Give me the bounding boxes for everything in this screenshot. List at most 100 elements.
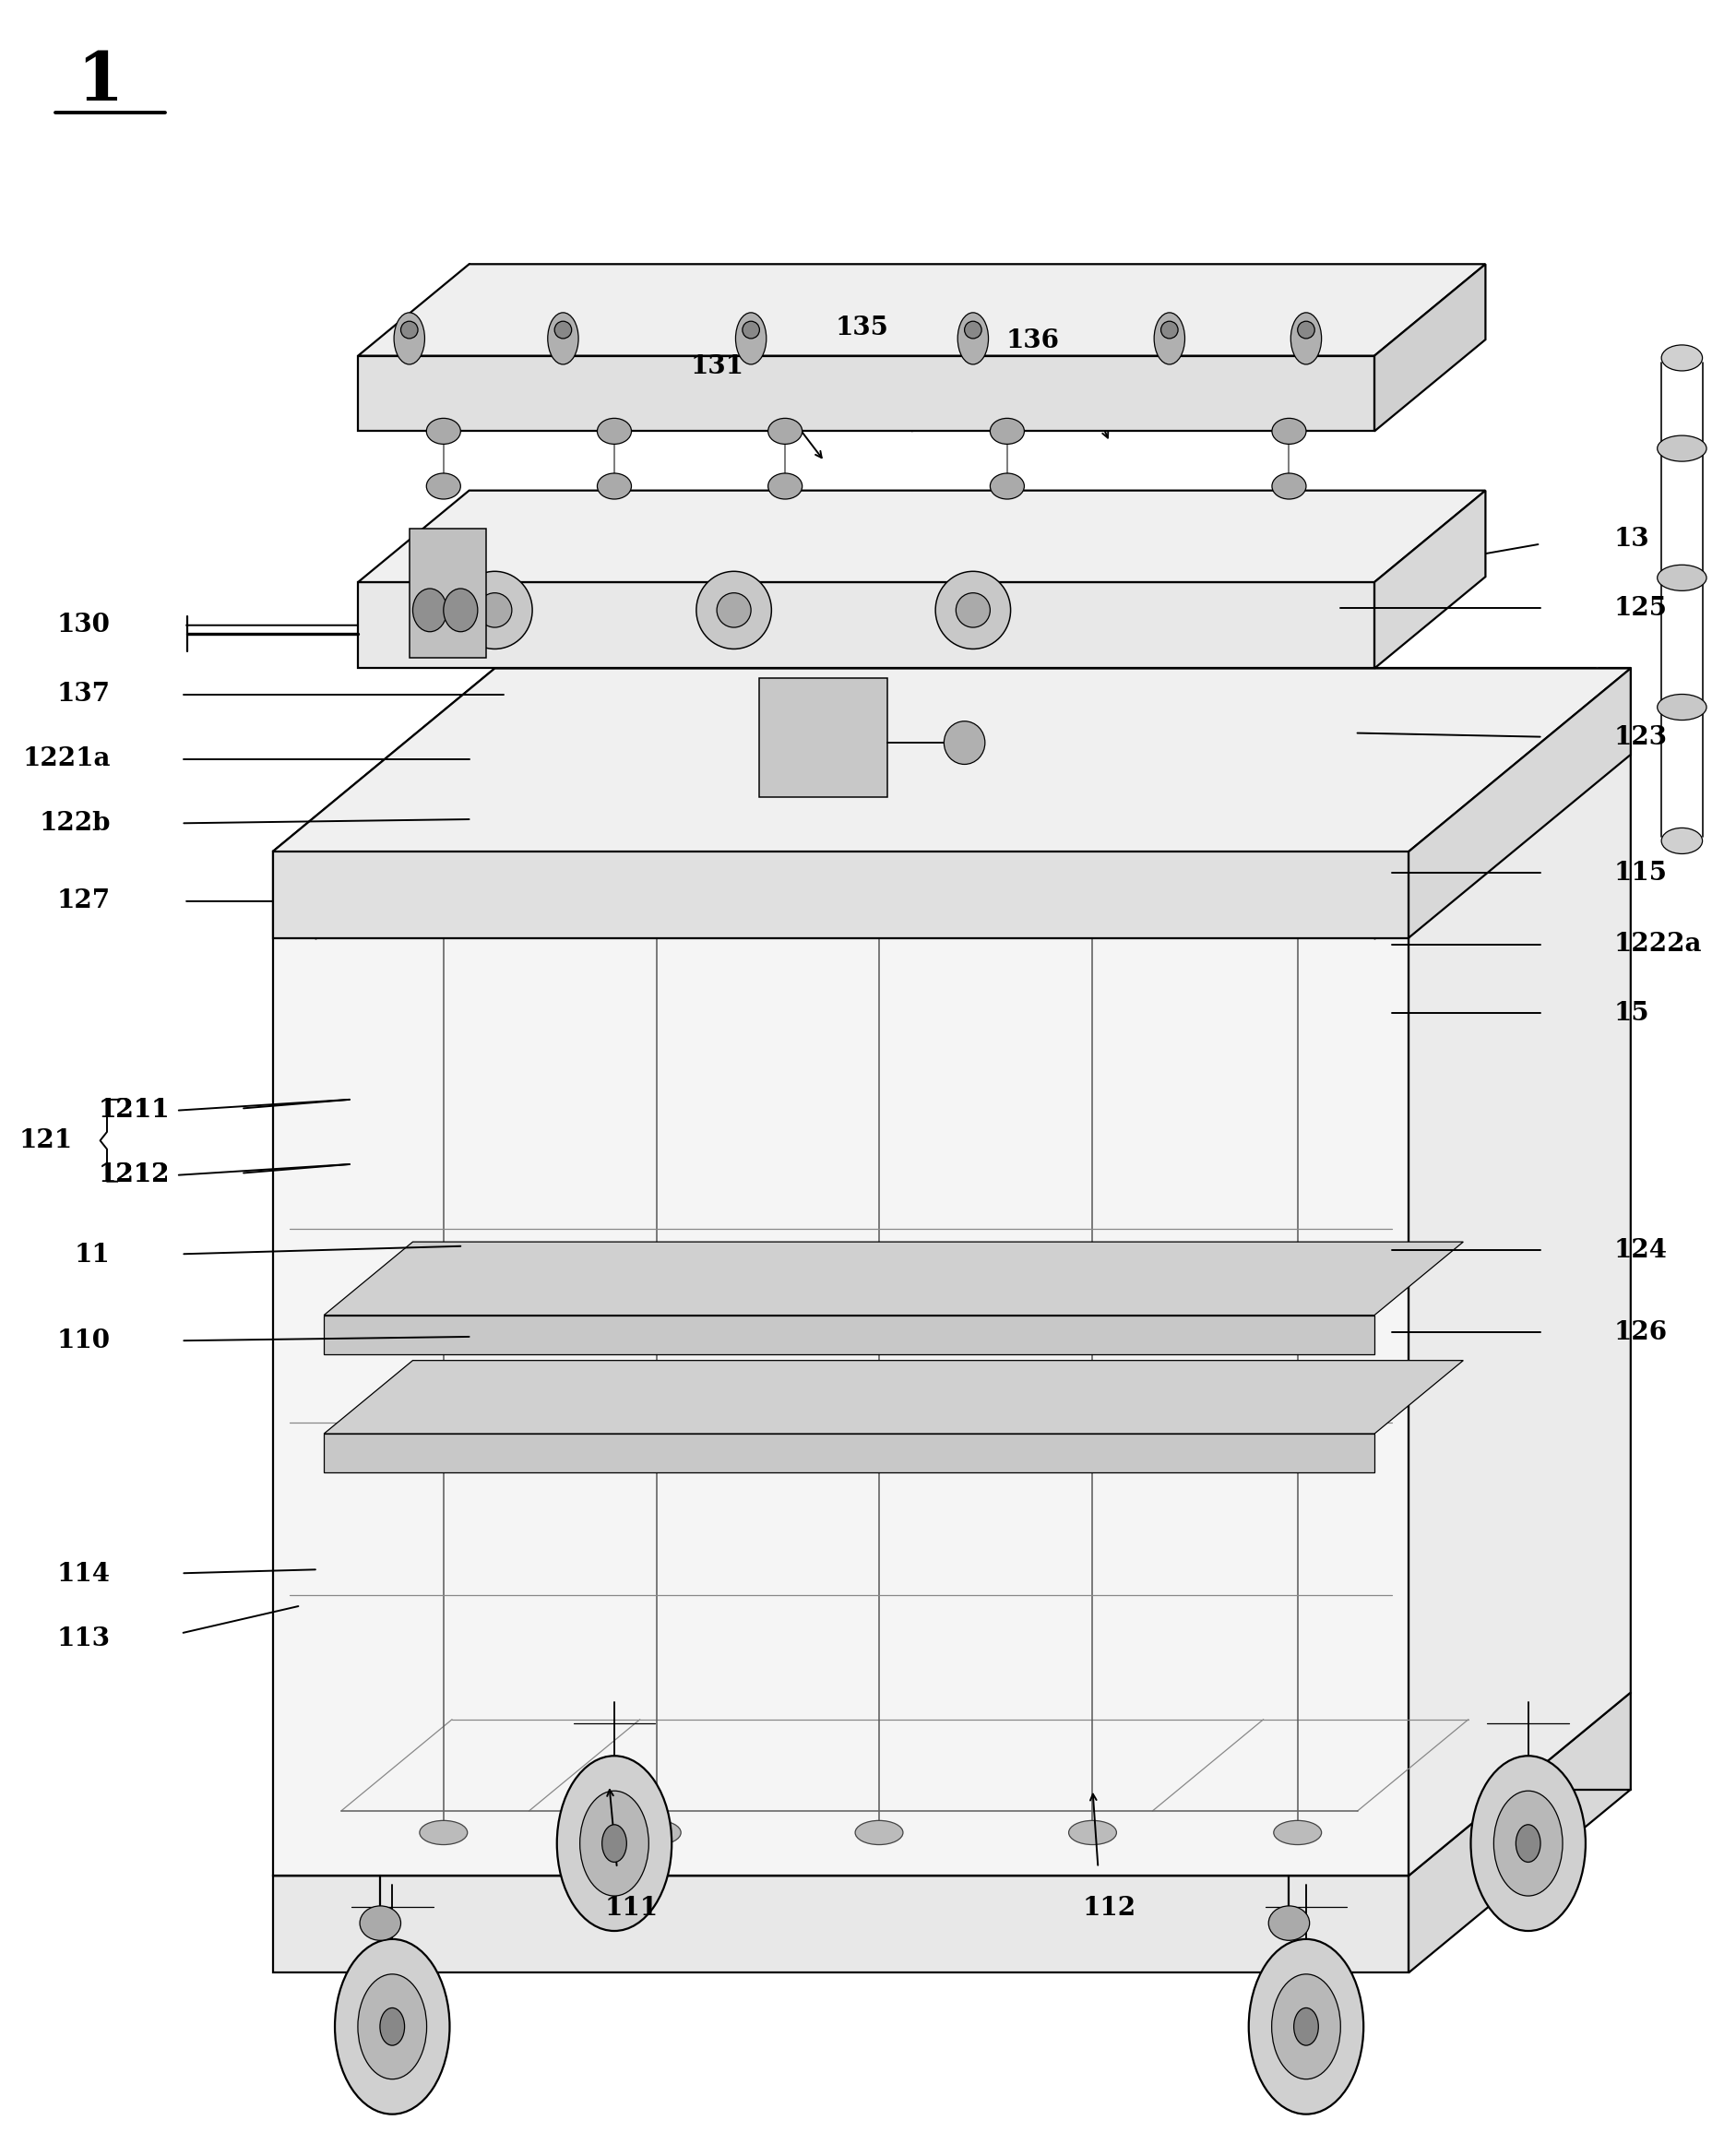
Ellipse shape [936, 571, 1010, 649]
Ellipse shape [419, 1820, 467, 1846]
Ellipse shape [1662, 828, 1702, 854]
Ellipse shape [957, 313, 988, 364]
Polygon shape [272, 668, 1631, 852]
Polygon shape [324, 1434, 1374, 1473]
Ellipse shape [597, 472, 631, 498]
Ellipse shape [633, 893, 681, 918]
Text: 112: 112 [1083, 1895, 1136, 1921]
Ellipse shape [1274, 893, 1322, 918]
Ellipse shape [1272, 472, 1307, 498]
Ellipse shape [579, 1792, 648, 1895]
Ellipse shape [419, 893, 467, 918]
Text: 111: 111 [605, 1895, 659, 1921]
Polygon shape [1409, 668, 1631, 938]
Ellipse shape [855, 893, 903, 918]
Text: 1211: 1211 [98, 1097, 171, 1123]
Ellipse shape [945, 722, 984, 765]
Ellipse shape [1657, 436, 1707, 461]
Text: 114: 114 [57, 1561, 110, 1587]
Ellipse shape [990, 472, 1024, 498]
Ellipse shape [555, 321, 572, 338]
Ellipse shape [855, 1820, 903, 1846]
Ellipse shape [1272, 1975, 1341, 2078]
Ellipse shape [964, 321, 981, 338]
Ellipse shape [602, 1824, 626, 1863]
Polygon shape [272, 1876, 1409, 1973]
Ellipse shape [412, 589, 447, 632]
Text: 135: 135 [836, 315, 888, 341]
Text: 15: 15 [1614, 1000, 1650, 1026]
Ellipse shape [426, 472, 460, 498]
Ellipse shape [696, 571, 771, 649]
Ellipse shape [743, 321, 760, 338]
Text: 1212: 1212 [98, 1162, 171, 1188]
Ellipse shape [1160, 321, 1177, 338]
Polygon shape [1374, 492, 1486, 668]
Ellipse shape [769, 472, 802, 498]
Text: 1: 1 [78, 50, 124, 114]
Polygon shape [1374, 265, 1486, 431]
Ellipse shape [1493, 1792, 1562, 1895]
Polygon shape [409, 528, 486, 658]
Ellipse shape [395, 313, 424, 364]
Polygon shape [359, 265, 1486, 356]
Ellipse shape [359, 1975, 428, 2078]
Ellipse shape [1662, 345, 1702, 371]
Polygon shape [760, 677, 888, 798]
Text: 1211: 1211 [98, 1097, 171, 1123]
Polygon shape [324, 1315, 1374, 1354]
Text: 115: 115 [1614, 860, 1667, 886]
Ellipse shape [736, 313, 767, 364]
Ellipse shape [990, 418, 1024, 444]
Text: 125: 125 [1614, 595, 1667, 621]
Ellipse shape [400, 321, 417, 338]
Text: 131: 131 [690, 354, 743, 379]
Polygon shape [272, 852, 1409, 938]
Ellipse shape [443, 589, 478, 632]
Polygon shape [272, 668, 1631, 852]
Text: 1221a: 1221a [22, 746, 110, 772]
Ellipse shape [633, 1820, 681, 1846]
Ellipse shape [769, 418, 802, 444]
Text: 136: 136 [1007, 328, 1060, 354]
Text: 113: 113 [57, 1626, 110, 1651]
Ellipse shape [1298, 321, 1315, 338]
Polygon shape [1409, 668, 1631, 1876]
Ellipse shape [1248, 1938, 1364, 2115]
Polygon shape [1409, 1692, 1631, 1973]
Polygon shape [272, 1692, 1631, 1876]
Ellipse shape [360, 1906, 400, 1940]
Ellipse shape [1069, 893, 1117, 918]
Text: 1222a: 1222a [1614, 931, 1702, 957]
Ellipse shape [1272, 418, 1307, 444]
Ellipse shape [1269, 1906, 1310, 1940]
Polygon shape [324, 1242, 1464, 1315]
Ellipse shape [717, 593, 752, 627]
Ellipse shape [379, 2007, 405, 2046]
Polygon shape [324, 1360, 1464, 1434]
Text: 121: 121 [19, 1128, 72, 1153]
Text: 13: 13 [1614, 526, 1650, 552]
Ellipse shape [1293, 2007, 1319, 2046]
Polygon shape [359, 582, 1374, 668]
Text: 11: 11 [74, 1242, 110, 1268]
Ellipse shape [457, 571, 533, 649]
Text: 124: 124 [1614, 1238, 1667, 1263]
Ellipse shape [548, 313, 579, 364]
Ellipse shape [426, 418, 460, 444]
Ellipse shape [1153, 313, 1184, 364]
Ellipse shape [955, 593, 990, 627]
Text: 137: 137 [57, 681, 110, 707]
Polygon shape [359, 492, 1486, 582]
Ellipse shape [1657, 694, 1707, 720]
Ellipse shape [1657, 565, 1707, 591]
Ellipse shape [1515, 1824, 1541, 1863]
Ellipse shape [1274, 1820, 1322, 1846]
Polygon shape [272, 852, 1409, 1876]
Text: 123: 123 [1614, 724, 1667, 750]
Ellipse shape [597, 418, 631, 444]
Ellipse shape [557, 1755, 672, 1932]
Ellipse shape [1471, 1755, 1586, 1932]
Text: 110: 110 [57, 1328, 110, 1354]
Text: 122b: 122b [40, 811, 110, 837]
